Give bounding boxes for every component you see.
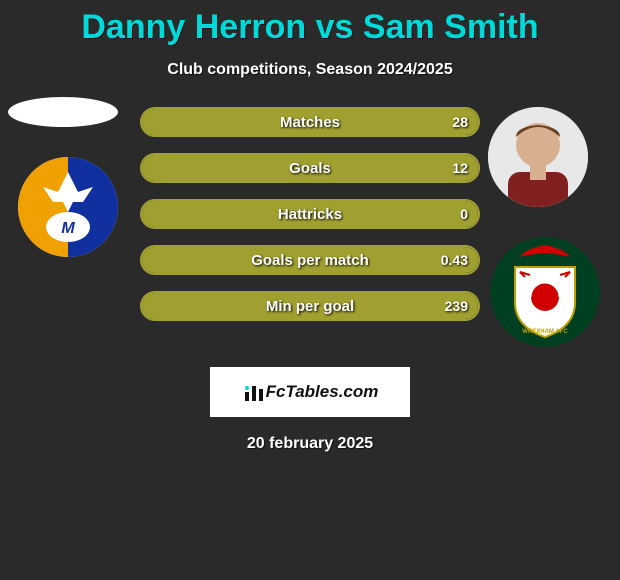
stat-bars: Matches 28 Goals 12 Hattricks 0 Goals pe… [140, 107, 480, 337]
stat-right-value: 239 [445, 293, 468, 319]
crest-right-svg: WREXHAM AFC [490, 237, 600, 347]
stat-label: Min per goal [142, 293, 478, 319]
stat-bar-hattricks: Hattricks 0 [140, 199, 480, 229]
stat-label: Matches [142, 109, 478, 135]
avatar-right-svg [488, 107, 588, 207]
stat-right-value: 12 [452, 155, 468, 181]
stat-bar-min-per-goal: Min per goal 239 [140, 291, 480, 321]
player-left-crest: M [18, 157, 118, 257]
brand-badge[interactable]: FcTables.com [210, 367, 410, 417]
stat-right-value: 0 [460, 201, 468, 227]
player-right-avatar [488, 107, 588, 207]
crest-left-svg: M [18, 157, 118, 257]
brand-label: FcTables.com [266, 382, 379, 402]
player-right-crest: WREXHAM AFC [490, 237, 600, 347]
date-label: 20 february 2025 [0, 435, 620, 453]
stat-right-value: 28 [452, 109, 468, 135]
player-left-avatar [8, 97, 118, 127]
svg-text:M: M [61, 220, 75, 237]
stat-label: Goals per match [142, 247, 478, 273]
svg-text:WREXHAM AFC: WREXHAM AFC [522, 329, 568, 335]
stat-label: Goals [142, 155, 478, 181]
page-title: Danny Herron vs Sam Smith [0, 0, 620, 47]
stat-bar-goals-per-match: Goals per match 0.43 [140, 245, 480, 275]
subtitle: Club competitions, Season 2024/2025 [0, 61, 620, 79]
stat-bar-goals: Goals 12 [140, 153, 480, 183]
comparison-area: M WREXHAM AFC Matches 28 [0, 107, 620, 367]
brand-chart-icon [242, 380, 266, 404]
stat-right-value: 0.43 [441, 247, 468, 273]
stat-bar-matches: Matches 28 [140, 107, 480, 137]
stat-label: Hattricks [142, 201, 478, 227]
